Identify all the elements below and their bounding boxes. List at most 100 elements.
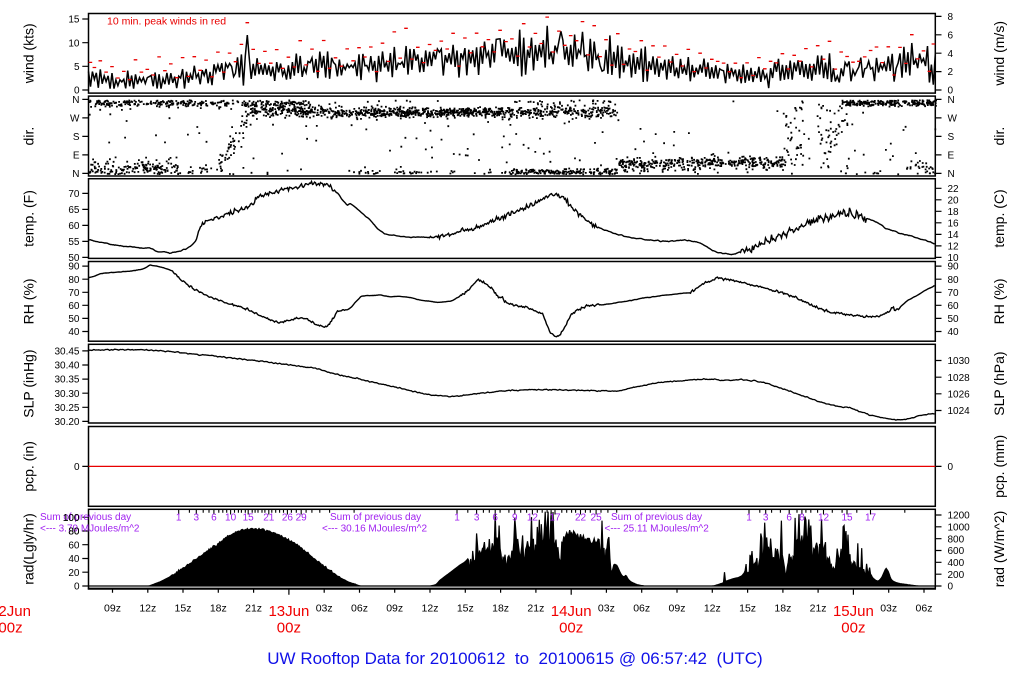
svg-text:E: E <box>73 151 80 162</box>
svg-text:15: 15 <box>841 513 853 524</box>
svg-text:8: 8 <box>948 12 954 23</box>
svg-text:12Jun: 12Jun <box>0 603 31 620</box>
svg-text:50: 50 <box>68 253 80 264</box>
svg-text:00z: 00z <box>0 620 23 637</box>
svg-text:21z: 21z <box>810 602 827 614</box>
svg-text:00z: 00z <box>559 620 583 637</box>
svg-text:15: 15 <box>243 513 255 524</box>
svg-text:30.35: 30.35 <box>54 375 79 386</box>
svg-text:pcp. (mm): pcp. (mm) <box>991 435 1007 498</box>
svg-text:Sum of previous day: Sum of previous day <box>611 512 702 523</box>
svg-text:18: 18 <box>948 207 960 218</box>
svg-text:30.30: 30.30 <box>54 389 79 400</box>
svg-text:29: 29 <box>296 513 308 524</box>
svg-text:16: 16 <box>948 218 960 229</box>
svg-text:06z: 06z <box>916 602 933 614</box>
svg-text:65: 65 <box>68 205 80 216</box>
svg-text:15z: 15z <box>175 602 192 614</box>
svg-text:10 min. peak winds in red: 10 min. peak winds in red <box>107 16 226 28</box>
svg-text:06z: 06z <box>351 602 368 614</box>
svg-text:1000: 1000 <box>948 522 971 533</box>
svg-text:10: 10 <box>68 38 80 49</box>
svg-text:30.25: 30.25 <box>54 403 79 414</box>
svg-text:40: 40 <box>68 327 80 338</box>
svg-text:wind (m/s): wind (m/s) <box>991 21 1007 87</box>
svg-text:15: 15 <box>68 15 80 26</box>
svg-text:1024: 1024 <box>948 406 971 417</box>
svg-text:70: 70 <box>68 189 80 200</box>
svg-text:3: 3 <box>194 513 200 524</box>
svg-text:1026: 1026 <box>948 389 971 400</box>
svg-text:N: N <box>948 95 955 106</box>
svg-text:21: 21 <box>263 513 275 524</box>
svg-text:09z: 09z <box>386 602 403 614</box>
svg-text:W: W <box>70 114 80 125</box>
svg-text:10: 10 <box>225 513 237 524</box>
svg-text:12: 12 <box>527 513 539 524</box>
svg-text:15Jun: 15Jun <box>833 603 874 620</box>
svg-text:1028: 1028 <box>948 373 971 384</box>
svg-text:600: 600 <box>948 546 965 557</box>
svg-text:6: 6 <box>492 513 498 524</box>
svg-text:50: 50 <box>68 314 80 325</box>
svg-text:25: 25 <box>591 513 603 524</box>
svg-text:0: 0 <box>948 582 954 593</box>
svg-text:80: 80 <box>68 275 80 286</box>
svg-text:N: N <box>948 169 955 180</box>
svg-text:4: 4 <box>948 49 954 60</box>
svg-text:80: 80 <box>68 527 80 538</box>
svg-text:N: N <box>72 95 79 106</box>
svg-text:30.20: 30.20 <box>54 417 79 428</box>
svg-text:40: 40 <box>948 327 960 338</box>
svg-text:12z: 12z <box>422 602 439 614</box>
svg-text:6: 6 <box>948 30 954 41</box>
svg-text:0: 0 <box>74 86 80 97</box>
svg-text:10: 10 <box>948 253 960 264</box>
svg-text:15z: 15z <box>457 602 474 614</box>
svg-text:30.40: 30.40 <box>54 361 79 372</box>
svg-text:80: 80 <box>948 275 960 286</box>
svg-text:09z: 09z <box>669 602 686 614</box>
svg-text:5: 5 <box>74 62 80 73</box>
svg-text:100: 100 <box>63 513 80 524</box>
svg-text:<--- 25.11 MJoules/m^2: <--- 25.11 MJoules/m^2 <box>605 524 710 535</box>
svg-text:60: 60 <box>948 301 960 312</box>
svg-text:00z: 00z <box>277 620 301 637</box>
svg-text:<--- 30.16 MJoules/m^2: <--- 30.16 MJoules/m^2 <box>322 524 427 535</box>
svg-text:18z: 18z <box>774 602 791 614</box>
svg-text:400: 400 <box>948 558 965 569</box>
svg-text:20: 20 <box>948 195 960 206</box>
svg-text:18z: 18z <box>210 602 227 614</box>
svg-text:22: 22 <box>575 513 587 524</box>
svg-text:S: S <box>73 132 80 143</box>
svg-text:W: W <box>948 114 958 125</box>
svg-text:dir.: dir. <box>21 127 37 146</box>
svg-text:14: 14 <box>948 230 960 241</box>
svg-text:6: 6 <box>211 513 217 524</box>
svg-text:03z: 03z <box>316 602 333 614</box>
svg-text:1: 1 <box>746 513 752 524</box>
svg-text:temp. (C): temp. (C) <box>991 189 1007 247</box>
svg-text:temp. (F): temp. (F) <box>21 190 37 247</box>
svg-text:0: 0 <box>74 462 80 473</box>
svg-text:UW Rooftop Data for 20100612: UW Rooftop Data for 20100612 to 20100615… <box>267 649 762 668</box>
svg-text:20: 20 <box>68 568 80 579</box>
svg-text:6: 6 <box>786 513 792 524</box>
svg-text:40: 40 <box>68 554 80 565</box>
svg-text:09z: 09z <box>104 602 121 614</box>
svg-text:12z: 12z <box>139 602 156 614</box>
svg-text:pcp. (in): pcp. (in) <box>21 441 37 492</box>
svg-text:0: 0 <box>948 86 954 97</box>
svg-text:17: 17 <box>865 513 877 524</box>
svg-text:18z: 18z <box>492 602 509 614</box>
svg-text:60: 60 <box>68 221 80 232</box>
svg-text:0: 0 <box>74 582 80 593</box>
svg-text:70: 70 <box>68 288 80 299</box>
svg-text:2: 2 <box>948 67 954 78</box>
svg-text:14Jun: 14Jun <box>551 603 592 620</box>
svg-text:70: 70 <box>948 288 960 299</box>
svg-text:3: 3 <box>763 513 769 524</box>
svg-text:100: 100 <box>63 513 80 524</box>
svg-text:12: 12 <box>818 513 830 524</box>
svg-text:0: 0 <box>948 462 954 473</box>
